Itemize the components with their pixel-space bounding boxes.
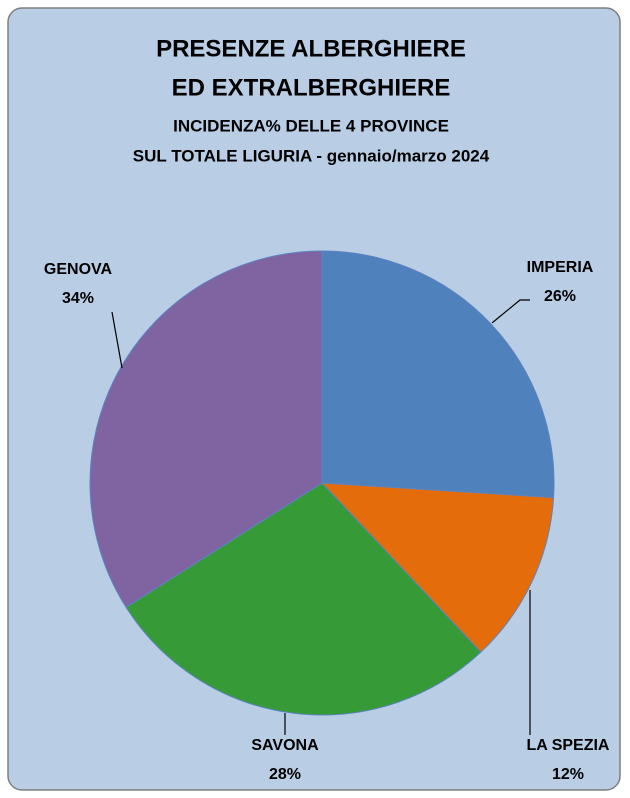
leader-lines [111, 299, 531, 735]
slice-value-label: 28% [269, 766, 301, 783]
chart-title: ED EXTRALBERGHIERE [172, 74, 451, 101]
pie-slice [321, 250, 555, 499]
slice-label: IMPERIA [527, 259, 594, 276]
slice-value-label: 12% [552, 766, 584, 783]
slice-value-label: 34% [62, 290, 94, 307]
chart-subtitle: INCIDENZA% DELLE 4 PROVINCE [173, 116, 449, 135]
pie-slice [320, 482, 555, 653]
slice-label: SAVONA [251, 737, 319, 754]
pie-slice [125, 482, 482, 716]
leader-line [111, 311, 123, 369]
pie-slice [89, 250, 323, 609]
chart-title: PRESENZE ALBERGHIERE [156, 35, 466, 62]
slice-label: LA SPEZIA [527, 737, 610, 754]
slice-value-label: 26% [544, 288, 576, 305]
leader-line [491, 299, 530, 324]
slice-label: GENOVA [44, 261, 113, 278]
pie [89, 250, 555, 716]
chart-subtitle: SUL TOTALE LIGURIA - gennaio/marzo 2024 [133, 146, 490, 165]
